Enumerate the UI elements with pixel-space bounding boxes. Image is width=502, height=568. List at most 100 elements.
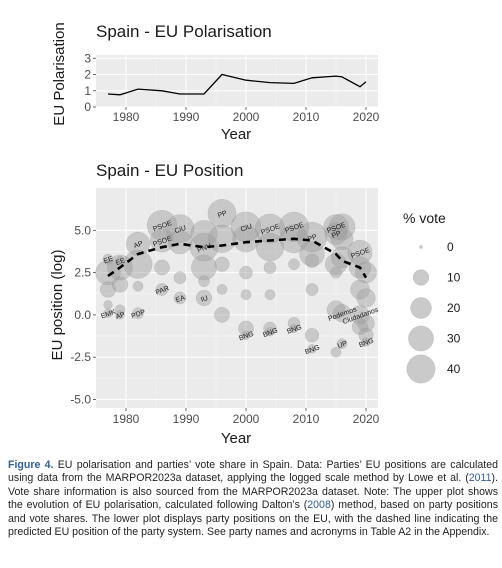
party-point xyxy=(336,338,348,350)
polarisation-grid xyxy=(96,55,378,108)
party-point xyxy=(191,254,217,281)
party-point xyxy=(330,266,342,279)
caption-ref-lowe[interactable]: 2011 xyxy=(468,472,492,485)
party-label: EMK xyxy=(100,309,117,321)
position-y-tick-label: 5.0 xyxy=(74,223,91,237)
predicted-position-line xyxy=(107,237,368,279)
party-point xyxy=(189,232,219,262)
vote-legend: % vote 0 10 20 30 40 xyxy=(403,210,461,384)
party-point xyxy=(241,330,251,340)
party-point xyxy=(214,307,230,323)
position-x-tick-label: 1990 xyxy=(173,412,200,426)
party-point xyxy=(132,307,144,320)
party-point xyxy=(154,259,170,276)
party-point xyxy=(99,281,117,298)
party-label: PP xyxy=(217,210,228,220)
legend-size-label: 40 xyxy=(447,362,461,376)
party-point xyxy=(95,259,121,286)
party-point xyxy=(207,224,237,253)
polarisation-y-tick-label: 3 xyxy=(84,51,91,65)
party-point xyxy=(324,222,348,245)
party-label: PP xyxy=(331,230,342,240)
legend-title: % vote xyxy=(403,210,446,226)
polarisation-x-tick-label: 2000 xyxy=(233,110,260,124)
party-point xyxy=(239,265,253,280)
party-point xyxy=(263,321,277,336)
party-point xyxy=(332,304,352,323)
legend-size-key xyxy=(406,354,436,384)
party-point xyxy=(361,337,371,347)
party-point xyxy=(146,210,178,241)
party-point xyxy=(278,211,310,243)
party-label: CiU xyxy=(174,225,187,236)
party-point xyxy=(263,261,277,274)
polarisation-y-tick-label: 2 xyxy=(84,68,91,82)
party-point xyxy=(330,227,354,251)
party-point xyxy=(123,249,153,279)
party-point xyxy=(207,199,237,228)
party-point xyxy=(255,233,285,262)
position-grid xyxy=(96,188,378,408)
party-point xyxy=(103,308,113,318)
party-label: BNG xyxy=(238,331,255,343)
party-point xyxy=(265,327,275,337)
party-point xyxy=(232,225,260,253)
party-point xyxy=(351,318,369,335)
position-ticks: 1980 1990 2000 2010 2020 -5.0 -2.5 0.0 2.5 5.0 xyxy=(70,223,379,426)
position-title: Spain - EU Position xyxy=(96,161,243,180)
caption-text-1: EU polarisation and parties’ vote share … xyxy=(8,459,498,485)
position-predicted-layer xyxy=(107,237,368,279)
figure-caption: Figure 4. EU polarisation and parties’ v… xyxy=(8,459,498,539)
position-x-tick-label: 2000 xyxy=(233,412,260,426)
party-point xyxy=(167,230,193,255)
party-label: PP xyxy=(307,234,318,244)
party-label: EA xyxy=(175,294,186,304)
party-point xyxy=(173,271,187,285)
party-point xyxy=(288,258,300,271)
party-label: EE xyxy=(115,257,126,267)
position-y-axis-label: EU position (log) xyxy=(49,250,66,361)
party-label: BNG xyxy=(358,338,375,350)
position-y-tick-label: 0.0 xyxy=(74,308,91,322)
party-point xyxy=(198,275,210,287)
legend-size-label: 20 xyxy=(447,301,461,315)
party-label: BNG xyxy=(286,324,303,336)
party-point xyxy=(115,310,125,320)
position-x-axis-label: Year xyxy=(221,430,251,447)
party-label: PDP xyxy=(131,309,147,321)
position-points-layer xyxy=(95,199,377,358)
party-label: EE xyxy=(103,256,114,266)
party-point xyxy=(358,327,374,343)
party-point xyxy=(307,344,317,354)
party-point xyxy=(356,288,376,308)
party-point xyxy=(304,328,320,343)
polarisation-y-tick-label: 1 xyxy=(84,84,91,98)
position-x-tick-label: 2010 xyxy=(293,412,320,426)
polarisation-y-axis-label: EU Polarisation xyxy=(51,22,68,125)
party-point xyxy=(102,253,114,265)
caption-text-2: ). Vote share information is also source… xyxy=(8,472,498,512)
legend-items: 0 10 20 30 40 xyxy=(406,240,461,384)
party-point xyxy=(323,214,349,240)
party-point xyxy=(264,289,276,300)
caption-ref-dalton[interactable]: 2008 xyxy=(307,499,331,512)
party-point xyxy=(287,317,301,330)
polarisation-y-tick-label: 0 xyxy=(84,100,91,114)
caption-label: Figure 4. xyxy=(8,459,54,471)
party-label: UP xyxy=(337,340,349,350)
party-point xyxy=(350,305,370,325)
party-point xyxy=(149,228,175,253)
party-point xyxy=(165,214,195,243)
party-point xyxy=(347,239,373,265)
caption-text-3: ) method, based on party positions and v… xyxy=(8,499,498,539)
polarisation-x-tick-label: 1980 xyxy=(113,110,140,124)
party-point xyxy=(238,320,254,337)
party-label: AP xyxy=(115,311,126,321)
position-x-tick-label: 2020 xyxy=(353,412,380,426)
polarisation-chart: Spain - EU Polarisation EU Polarisation … xyxy=(51,22,380,143)
party-point xyxy=(326,300,346,320)
party-label: CiU xyxy=(240,223,253,234)
party-label: BNG xyxy=(262,327,279,339)
party-point xyxy=(304,253,320,268)
figure: Spain - EU Polarisation EU Polarisation … xyxy=(49,22,461,447)
